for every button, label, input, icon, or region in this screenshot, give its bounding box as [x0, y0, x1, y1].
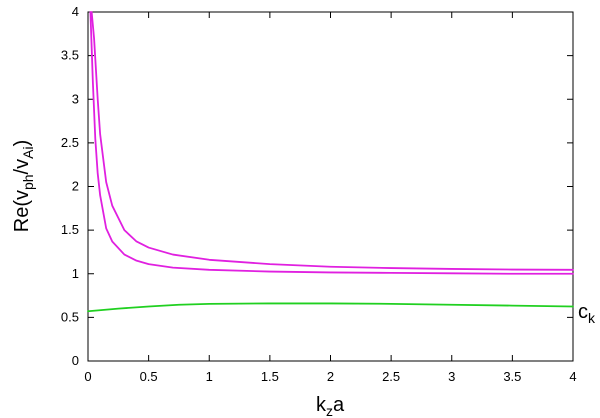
y-tick-label: 2 [72, 179, 79, 194]
x-tick-label: 3 [448, 369, 455, 384]
ticks: 0 0.5 1 1.5 2 2.5 3 3.5 4 0 0.5 1 1.5 2 2.5 3 3.5 4 [61, 4, 577, 384]
x-tick-label: 0 [84, 369, 91, 384]
x-tick-label: 2 [327, 369, 334, 384]
x-tick-label: 0.5 [140, 369, 158, 384]
y-axis-title: Re(vph/vAi) [11, 140, 36, 233]
y-tick-label: 2.5 [61, 135, 79, 150]
y-tick-label: 1.5 [61, 222, 79, 237]
series-line-1 [90, 11, 574, 271]
y-tick-label: 3 [72, 91, 79, 106]
x-tick-label: 1.5 [261, 369, 279, 384]
y-tick-label: 4 [72, 4, 79, 19]
y-tick-label: 3.5 [61, 48, 79, 63]
x-tick-label: 2.5 [382, 369, 400, 384]
x-tick-label: 1 [206, 369, 213, 384]
x-tick-label: 3.5 [503, 369, 521, 384]
series [87, 11, 574, 313]
x-axis-title: kza [316, 394, 345, 418]
x-tick-label: 4 [569, 369, 576, 384]
series-line-2 [89, 11, 574, 275]
y-tick-label: 0 [72, 353, 79, 368]
ck-annotation: ck [578, 301, 596, 326]
series-line-3 [87, 302, 574, 313]
plot-frame [87, 11, 574, 362]
y-tick-label: 1 [72, 266, 79, 281]
y-tick-label: 0.5 [61, 309, 79, 324]
